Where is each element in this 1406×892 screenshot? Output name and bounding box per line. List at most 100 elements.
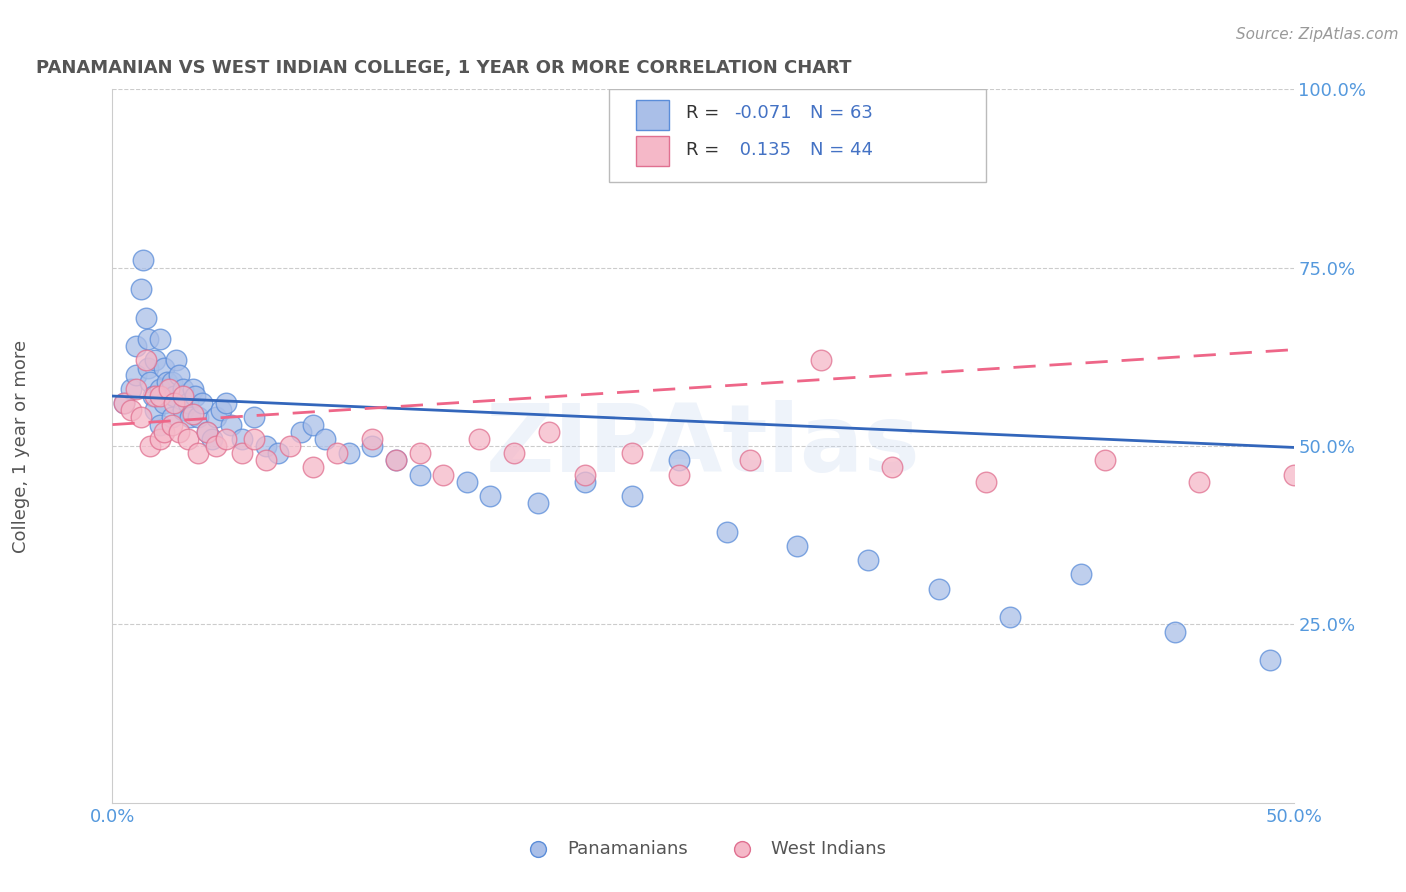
Text: Source: ZipAtlas.com: Source: ZipAtlas.com [1236, 27, 1399, 42]
Text: -0.071: -0.071 [734, 103, 792, 121]
Point [181, 407, 204, 421]
Point [810, 353, 832, 368]
Point [432, 467, 454, 482]
Point [503, 446, 526, 460]
Point [1258, 653, 1281, 667]
Point [153, 360, 176, 375]
Point [408, 467, 430, 482]
Point [120, 382, 142, 396]
Point [215, 432, 238, 446]
Point [160, 410, 183, 425]
Point [120, 403, 142, 417]
Point [136, 360, 159, 375]
Point [314, 432, 336, 446]
Point [385, 453, 408, 467]
Point [172, 389, 194, 403]
Text: N = 44: N = 44 [810, 141, 873, 159]
Point [302, 417, 325, 432]
Point [716, 524, 738, 539]
Point [858, 553, 880, 567]
Point [1070, 567, 1092, 582]
FancyBboxPatch shape [636, 136, 669, 166]
Point [998, 610, 1021, 624]
Point [209, 403, 232, 417]
Point [976, 475, 998, 489]
Text: College, 1 year or more: College, 1 year or more [13, 340, 30, 552]
Point [149, 382, 172, 396]
Point [267, 446, 290, 460]
Point [278, 439, 301, 453]
Point [191, 396, 214, 410]
Text: R =: R = [686, 141, 725, 159]
Point [181, 382, 204, 396]
Legend: Panamanians, West Indians: Panamanians, West Indians [513, 833, 893, 865]
FancyBboxPatch shape [636, 100, 669, 130]
Point [129, 410, 152, 425]
Point [231, 432, 253, 446]
Point [928, 582, 950, 596]
Point [1164, 624, 1187, 639]
Point [205, 410, 228, 425]
Point [149, 432, 172, 446]
Point [135, 353, 157, 368]
Point [163, 396, 186, 410]
Point [179, 410, 201, 425]
Point [668, 453, 690, 467]
Point [184, 389, 207, 403]
Point [361, 432, 384, 446]
Point [167, 425, 190, 439]
Point [139, 439, 162, 453]
Point [621, 489, 644, 503]
Point [143, 389, 166, 403]
Point [195, 425, 218, 439]
Point [149, 332, 172, 346]
Point [1094, 453, 1116, 467]
Point [172, 403, 194, 417]
Point [479, 489, 502, 503]
Point [172, 382, 194, 396]
Point [201, 432, 224, 446]
Point [153, 396, 176, 410]
Point [160, 417, 183, 432]
Point [254, 453, 277, 467]
Point [142, 389, 165, 403]
Point [139, 375, 162, 389]
Point [290, 425, 312, 439]
Point [160, 375, 183, 389]
Point [254, 439, 277, 453]
Point [143, 403, 166, 417]
Point [177, 432, 200, 446]
Point [786, 539, 808, 553]
Point [215, 396, 238, 410]
Point [385, 453, 408, 467]
Point [156, 375, 179, 389]
Point [163, 389, 186, 403]
Point [740, 453, 762, 467]
Text: N = 63: N = 63 [810, 103, 873, 121]
Point [125, 382, 148, 396]
Point [243, 410, 266, 425]
Point [880, 460, 903, 475]
Point [467, 432, 489, 446]
Point [408, 446, 430, 460]
Text: 0.135: 0.135 [734, 141, 790, 159]
Point [668, 467, 690, 482]
Point [177, 396, 200, 410]
Point [574, 467, 596, 482]
Point [132, 253, 155, 268]
Point [574, 475, 596, 489]
Text: PANAMANIAN VS WEST INDIAN COLLEGE, 1 YEAR OR MORE CORRELATION CHART: PANAMANIAN VS WEST INDIAN COLLEGE, 1 YEA… [35, 59, 851, 77]
Point [205, 439, 228, 453]
Point [112, 396, 135, 410]
Point [526, 496, 548, 510]
Point [538, 425, 561, 439]
Point [456, 475, 478, 489]
Point [143, 353, 166, 368]
Point [326, 446, 349, 460]
Point [231, 446, 253, 460]
Text: R =: R = [686, 103, 725, 121]
Point [153, 425, 176, 439]
Point [302, 460, 325, 475]
FancyBboxPatch shape [609, 89, 987, 182]
Point [149, 389, 172, 403]
